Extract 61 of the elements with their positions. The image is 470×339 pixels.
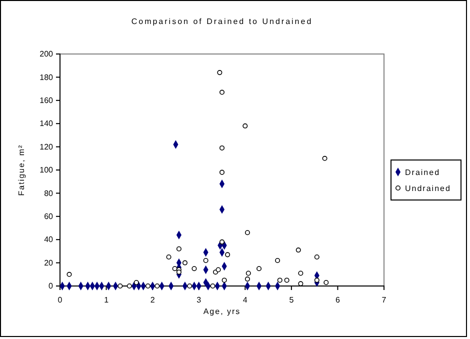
point [134,280,139,286]
point [172,266,178,272]
point [210,283,216,289]
point [322,156,328,161]
y-tick-label: 20 [44,258,54,268]
point [187,283,192,289]
point [284,278,290,283]
x-tick-label: 6 [335,296,340,305]
y-tick-label: 120 [40,142,54,152]
point [222,278,227,283]
y-tick-label: 40 [44,235,54,244]
point [145,283,150,289]
point [166,254,172,260]
x-tick-label: 7 [382,296,387,305]
y-axis-title: Fatigue, m² [17,144,26,196]
x-tick-label: 1 [104,296,110,305]
point [298,270,304,276]
point [118,283,123,289]
point [219,170,225,175]
x-tick-label: 0 [58,296,63,305]
x-tick-label: 5 [289,296,294,305]
point [314,254,320,260]
point [296,248,301,253]
point [216,267,221,272]
y-tick-label: 60 [44,212,54,221]
point [225,252,230,258]
point [176,246,182,252]
point [182,260,188,266]
point [256,266,262,272]
y-tick-label: 80 [44,188,54,198]
legend-label: Undrained [405,184,451,193]
point [275,258,280,263]
point [246,270,251,276]
point [244,230,250,236]
legend-label: Drained [405,168,440,177]
y-tick-label: 100 [40,166,54,175]
point [277,278,282,283]
point [203,258,208,263]
point [217,70,222,76]
y-tick-label: 160 [40,96,54,105]
point [176,270,182,275]
point [324,280,329,286]
y-tick-label: 200 [40,50,54,59]
y-tick-label: 140 [40,119,54,128]
x-axis-title: Age, yrs [203,307,241,316]
x-tick-label: 4 [242,296,248,305]
point [154,283,160,289]
x-tick-label: 3 [196,296,202,305]
y-tick-label: 0 [48,282,54,291]
point [244,276,250,282]
point [66,272,72,277]
point [314,278,320,283]
y-tick-label: 180 [40,72,54,82]
point [126,283,132,289]
x-tick-label: 2 [150,296,156,305]
point [219,145,225,150]
point [242,123,248,128]
point [219,90,225,95]
point [219,239,225,244]
point [192,266,197,272]
chart-title: Comparison of Drained to Undrained [131,17,313,26]
